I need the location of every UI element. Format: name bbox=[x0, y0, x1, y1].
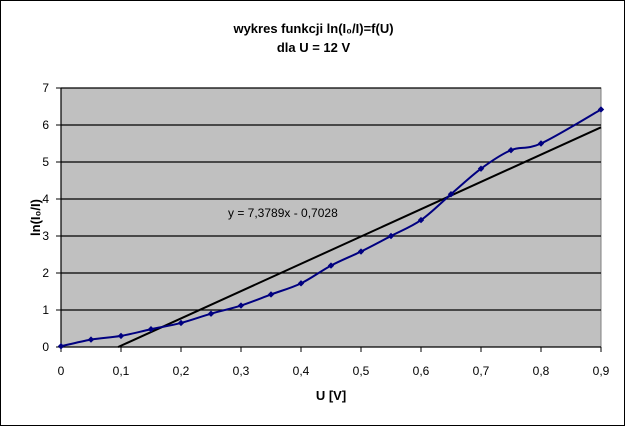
y-tick-label-1: 1 bbox=[42, 303, 49, 317]
x-tick-label-5: 0,5 bbox=[353, 364, 370, 378]
data-point-3 bbox=[147, 326, 155, 333]
y-tick-label-6: 6 bbox=[42, 118, 49, 132]
gridlines bbox=[61, 87, 601, 311]
data-point-9 bbox=[327, 262, 335, 269]
y-tick-label-3: 3 bbox=[42, 229, 49, 243]
data-point-8 bbox=[297, 280, 305, 287]
x-tick-label-7: 0,7 bbox=[473, 364, 490, 378]
chart-title: wykres funkcji ln(I₀/I)=f(U) bbox=[233, 21, 394, 36]
data-point-6 bbox=[237, 302, 245, 309]
x-axis-label: U [V] bbox=[316, 388, 346, 403]
x-tick-label-9: 0,9 bbox=[593, 364, 610, 378]
data-point-12 bbox=[417, 216, 425, 224]
data-point-7 bbox=[267, 291, 275, 298]
data-point-11 bbox=[387, 232, 395, 240]
y-tick-label-5: 5 bbox=[42, 155, 49, 169]
y-tick-label-0: 0 bbox=[42, 340, 49, 354]
data-point-0 bbox=[57, 343, 65, 350]
data-point-14 bbox=[477, 165, 485, 172]
data-point-2 bbox=[117, 332, 125, 340]
y-tick-label-7: 7 bbox=[42, 81, 49, 95]
x-tick-label-0: 0 bbox=[58, 364, 65, 378]
chart-subtitle: dla U = 12 V bbox=[276, 40, 351, 55]
data-point-1 bbox=[87, 336, 95, 343]
data-point-10 bbox=[357, 248, 365, 255]
y-tick-labels: 0 1 2 3 4 5 6 7 bbox=[42, 81, 49, 354]
axes bbox=[56, 87, 602, 352]
x-tick-label-3: 0,3 bbox=[233, 364, 250, 378]
x-tick-label-2: 0,2 bbox=[173, 364, 190, 378]
y-axis-label: ln(I₀/I) bbox=[28, 199, 43, 236]
x-tick-label-1: 0,1 bbox=[113, 364, 130, 378]
data-point-17 bbox=[597, 106, 605, 113]
data-point-5 bbox=[207, 310, 215, 317]
trendline bbox=[117, 126, 602, 348]
trendline-equation: y = 7,3789x - 0,7028 bbox=[228, 206, 338, 220]
x-tick-label-4: 0,4 bbox=[293, 364, 310, 378]
x-tick-label-8: 0,8 bbox=[533, 364, 550, 378]
data-points bbox=[57, 106, 605, 350]
data-point-15 bbox=[507, 146, 515, 154]
data-point-16 bbox=[537, 140, 545, 147]
x-tick-labels: 0 0,1 0,2 0,3 0,4 0,5 0,6 0,7 0,8 0,9 bbox=[58, 364, 610, 378]
y-tick-label-2: 2 bbox=[42, 266, 49, 280]
y-tick-label-4: 4 bbox=[42, 192, 49, 206]
data-point-4 bbox=[177, 319, 185, 327]
data-point-13 bbox=[447, 190, 455, 198]
x-tick-label-6: 0,6 bbox=[413, 364, 430, 378]
plot-area bbox=[60, 87, 602, 348]
